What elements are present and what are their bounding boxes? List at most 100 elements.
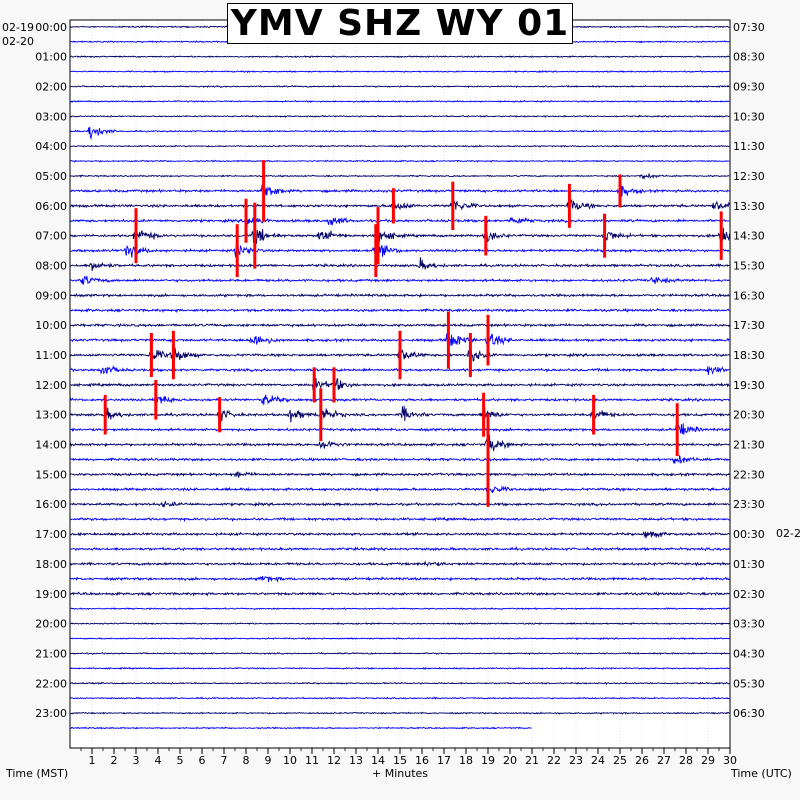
x-tick-label: 15 <box>393 754 407 767</box>
left-date-prev: 02-19 <box>2 21 34 34</box>
seismic-trace <box>69 471 730 478</box>
seismic-trace <box>69 455 730 464</box>
clipped-event-marker <box>312 367 316 403</box>
hour-label-utc: 06:30 <box>733 707 765 720</box>
clipped-event-marker <box>451 181 455 231</box>
x-tick-label: 28 <box>679 754 693 767</box>
x-tick-label: 6 <box>199 754 206 767</box>
hour-label-utc: 00:30 <box>733 528 765 541</box>
bottom-axis-label: + Minutes <box>372 767 428 780</box>
seismic-trace <box>69 696 730 700</box>
x-tick-label: 7 <box>221 754 228 767</box>
hour-label-utc: 13:30 <box>733 200 765 213</box>
clipped-event-marker <box>391 188 395 224</box>
x-tick-label: 2 <box>111 754 118 767</box>
hour-label-mst: 19:00 <box>35 588 67 601</box>
clipped-event-marker <box>486 413 490 476</box>
seismic-trace <box>69 159 730 163</box>
hour-label-mst: 07:00 <box>35 230 67 243</box>
seismic-trace <box>69 322 730 328</box>
x-tick-label: 13 <box>349 754 363 767</box>
hour-label-utc: 07:30 <box>733 21 765 34</box>
clipped-event-marker <box>486 471 490 507</box>
hour-label-utc: 09:30 <box>733 80 765 93</box>
seismic-trace <box>69 377 730 391</box>
clipped-event-marker <box>262 160 266 222</box>
clipped-event-marker <box>484 215 488 256</box>
clipped-event-marker <box>618 174 622 208</box>
clipped-event-marker <box>482 392 486 437</box>
x-tick-label: 9 <box>265 754 272 767</box>
clipped-event-marker <box>244 198 248 243</box>
hour-label-mst: 03:00 <box>35 110 67 123</box>
hour-label-mst: 18:00 <box>35 558 67 571</box>
seismic-trace <box>69 651 730 656</box>
hour-label-mst: 13:00 <box>35 409 67 422</box>
hour-label-utc: 03:30 <box>733 618 765 631</box>
x-tick-label: 19 <box>481 754 495 767</box>
hour-label-utc: 04:30 <box>733 647 765 660</box>
clipped-event-marker <box>486 314 490 366</box>
seismic-trace <box>70 69 730 74</box>
seismic-trace <box>69 530 730 539</box>
clipped-event-marker <box>253 202 257 269</box>
seismic-trace <box>69 726 532 730</box>
x-tick-label: 1 <box>89 754 96 767</box>
clipped-event-marker <box>468 333 472 378</box>
seismic-trace <box>70 607 730 611</box>
hour-label-mst: 02:00 <box>35 80 67 93</box>
seismic-trace <box>69 275 730 285</box>
hour-label-utc: 15:30 <box>733 260 765 273</box>
x-tick-label: 12 <box>327 754 341 767</box>
seismic-trace <box>69 483 730 494</box>
x-tick-label: 17 <box>437 754 451 767</box>
hour-label-mst: 08:00 <box>35 260 67 273</box>
clipped-event-marker <box>154 380 158 420</box>
hour-label-utc: 21:30 <box>733 439 765 452</box>
seismic-trace <box>69 404 730 423</box>
hour-label-utc: 16:30 <box>733 289 765 302</box>
seismic-trace <box>70 307 730 314</box>
x-tick-label: 11 <box>305 754 319 767</box>
hour-label-mst: 17:00 <box>35 528 67 541</box>
seismic-trace <box>69 546 730 552</box>
x-tick-label: 26 <box>635 754 649 767</box>
seismic-trace <box>69 99 730 104</box>
x-tick-label: 25 <box>613 754 627 767</box>
hour-label-mst: 05:00 <box>35 170 67 183</box>
left-date: 02-20 <box>2 35 34 48</box>
seismic-trace <box>69 84 730 89</box>
hour-label-mst: 16:00 <box>35 498 67 511</box>
seismic-trace <box>69 500 730 508</box>
seismic-trace <box>69 55 730 59</box>
hour-label-utc: 10:30 <box>733 110 765 123</box>
clipped-event-marker <box>319 388 323 442</box>
clipped-event-marker <box>592 394 596 435</box>
clipped-event-marker <box>398 330 402 380</box>
x-tick-label: 14 <box>371 754 385 767</box>
clipped-event-marker <box>149 333 153 378</box>
seismic-trace <box>69 238 730 258</box>
clipped-event-marker <box>171 330 175 380</box>
hour-label-mst: 14:00 <box>35 439 67 452</box>
hour-label-utc: 17:30 <box>733 319 765 332</box>
hour-label-utc: 19:30 <box>733 379 765 392</box>
hour-label-utc: 12:30 <box>733 170 765 183</box>
x-tick-label: 3 <box>133 754 140 767</box>
seismic-trace <box>69 222 730 245</box>
clipped-event-marker <box>103 394 107 435</box>
hour-label-mst: 20:00 <box>35 618 67 631</box>
hour-label-mst: 01:00 <box>35 51 67 64</box>
hour-label-utc: 05:30 <box>733 677 765 690</box>
hour-label-mst: 15:00 <box>35 468 67 481</box>
seismic-trace <box>70 516 730 523</box>
seismic-trace <box>69 560 730 567</box>
seismic-trace <box>69 622 730 626</box>
hour-label-utc: 23:30 <box>733 498 765 511</box>
hour-label-mst: 12:00 <box>35 379 67 392</box>
hour-label-mst: 04:00 <box>35 140 67 153</box>
x-tick-label: 30 <box>723 754 737 767</box>
x-tick-label: 23 <box>569 754 583 767</box>
hour-label-utc: 01:30 <box>733 558 765 571</box>
seismic-trace <box>69 681 730 686</box>
